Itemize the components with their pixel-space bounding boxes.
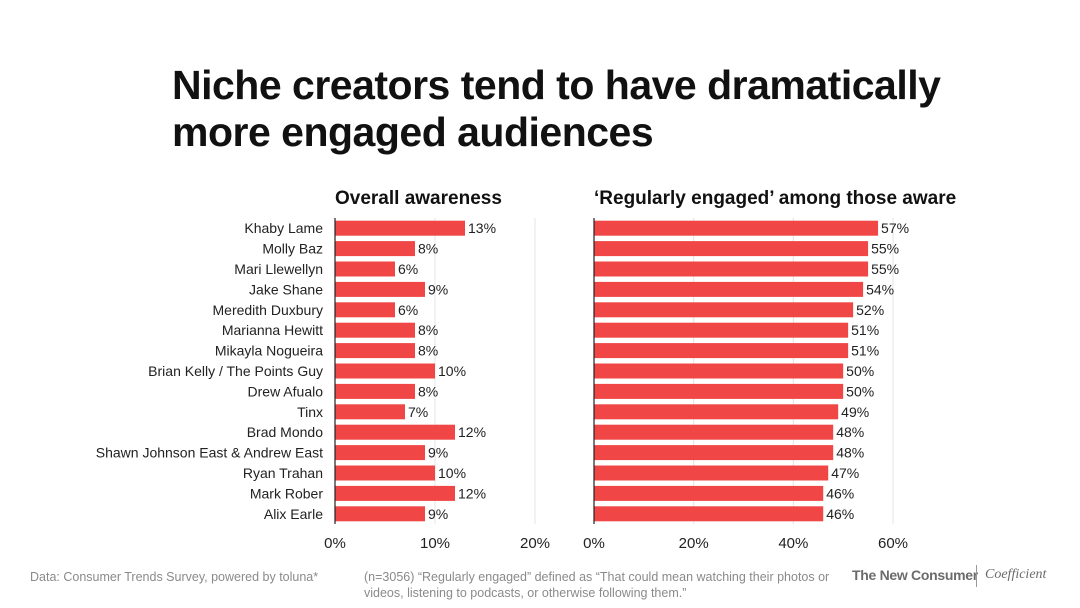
bar — [594, 465, 829, 481]
category-label: Tinx — [297, 404, 323, 420]
data-label: 7% — [408, 404, 428, 420]
data-label: 8% — [418, 241, 438, 257]
bar — [594, 343, 849, 359]
brand-logo-coefficient: Coefficient — [985, 567, 1047, 582]
tick-label: 0% — [324, 535, 346, 552]
awareness-panel: Overall awareness 0% 10% 20% 13% Khaby Lame 8%… — [96, 188, 550, 552]
data-label: 50% — [846, 383, 874, 399]
bar — [594, 485, 824, 501]
category-label: Mark Rober — [250, 485, 323, 501]
data-label: 54% — [866, 281, 894, 297]
bar — [594, 383, 844, 399]
bar — [594, 302, 854, 318]
data-label: 55% — [871, 241, 899, 257]
bar — [594, 445, 834, 461]
data-label: 51% — [851, 322, 879, 338]
source-note: Data: Consumer Trends Survey, powered by… — [30, 570, 319, 584]
data-label: 9% — [428, 281, 448, 297]
bar — [335, 404, 405, 420]
bar — [594, 404, 839, 420]
brand-divider — [976, 565, 977, 587]
bar — [335, 261, 395, 277]
data-label: 6% — [398, 302, 418, 318]
bar — [335, 363, 435, 379]
data-label: 49% — [841, 404, 869, 420]
bar — [335, 220, 465, 236]
bar — [594, 261, 869, 277]
tick-label: 40% — [778, 535, 808, 552]
panel-title: ‘Regularly engaged’ among those aware — [594, 188, 956, 209]
bar — [335, 424, 455, 440]
category-label: Mikayla Nogueira — [215, 343, 323, 359]
data-label: 55% — [871, 261, 899, 277]
engagement-panel: ‘Regularly engaged’ among those aware 0% 2… — [583, 188, 956, 552]
data-label: 46% — [826, 506, 854, 522]
bar — [335, 241, 415, 257]
data-label: 52% — [856, 302, 884, 318]
category-label: Jake Shane — [249, 281, 323, 297]
bar — [335, 281, 425, 297]
category-label: Shawn Johnson East & Andrew East — [96, 445, 323, 461]
bar — [594, 506, 824, 522]
data-label: 12% — [458, 485, 486, 501]
category-label: Alix Earle — [264, 506, 323, 522]
tick-label: 20% — [679, 535, 709, 552]
category-label: Drew Afualo — [248, 383, 324, 399]
bar — [594, 424, 834, 440]
bar — [594, 220, 879, 236]
category-label: Meredith Duxbury — [213, 302, 324, 318]
bar — [335, 445, 425, 461]
data-label: 8% — [418, 343, 438, 359]
data-label: 57% — [881, 220, 909, 236]
data-label: 6% — [398, 261, 418, 277]
tick-label: 20% — [520, 535, 550, 552]
data-label: 46% — [826, 485, 854, 501]
data-label: 51% — [851, 343, 879, 359]
bar — [335, 302, 395, 318]
data-label: 9% — [428, 506, 448, 522]
data-label: 48% — [836, 424, 864, 440]
category-label: Mari Llewellyn — [234, 261, 323, 277]
bar — [594, 363, 844, 379]
category-label: Brad Mondo — [247, 424, 323, 440]
tick-label: 0% — [583, 535, 605, 552]
bar — [594, 322, 849, 338]
category-label: Brian Kelly / The Points Guy — [148, 363, 323, 379]
bar — [594, 281, 864, 297]
chart-title: Niche creators tend to have dramatically… — [172, 62, 941, 155]
chart-area: Overall awareness 0% 10% 20% 13% Khaby Lame 8%… — [96, 188, 956, 552]
data-label: 47% — [831, 465, 859, 481]
data-label: 8% — [418, 383, 438, 399]
data-label: 12% — [458, 424, 486, 440]
bar — [335, 343, 415, 359]
category-label: Ryan Trahan — [243, 465, 323, 481]
category-label: Marianna Hewitt — [222, 322, 323, 338]
category-label: Molly Baz — [262, 241, 323, 257]
data-label: 10% — [438, 465, 466, 481]
data-label: 50% — [846, 363, 874, 379]
bar — [594, 241, 869, 257]
panel-title: Overall awareness — [335, 188, 502, 209]
data-label: 48% — [836, 445, 864, 461]
category-label: Khaby Lame — [244, 220, 323, 236]
bar — [335, 485, 455, 501]
brand-logo-new-consumer: The New Consumer — [852, 567, 978, 583]
data-label: 9% — [428, 445, 448, 461]
tick-label: 10% — [420, 535, 450, 552]
tick-label: 60% — [878, 535, 908, 552]
data-label: 13% — [468, 220, 496, 236]
data-label: 8% — [418, 322, 438, 338]
bar — [335, 383, 415, 399]
data-label: 10% — [438, 363, 466, 379]
definition-note: (n=3056) “Regularly engaged” defined as … — [364, 570, 830, 600]
bar — [335, 506, 425, 522]
bar — [335, 465, 435, 481]
bar — [335, 322, 415, 338]
